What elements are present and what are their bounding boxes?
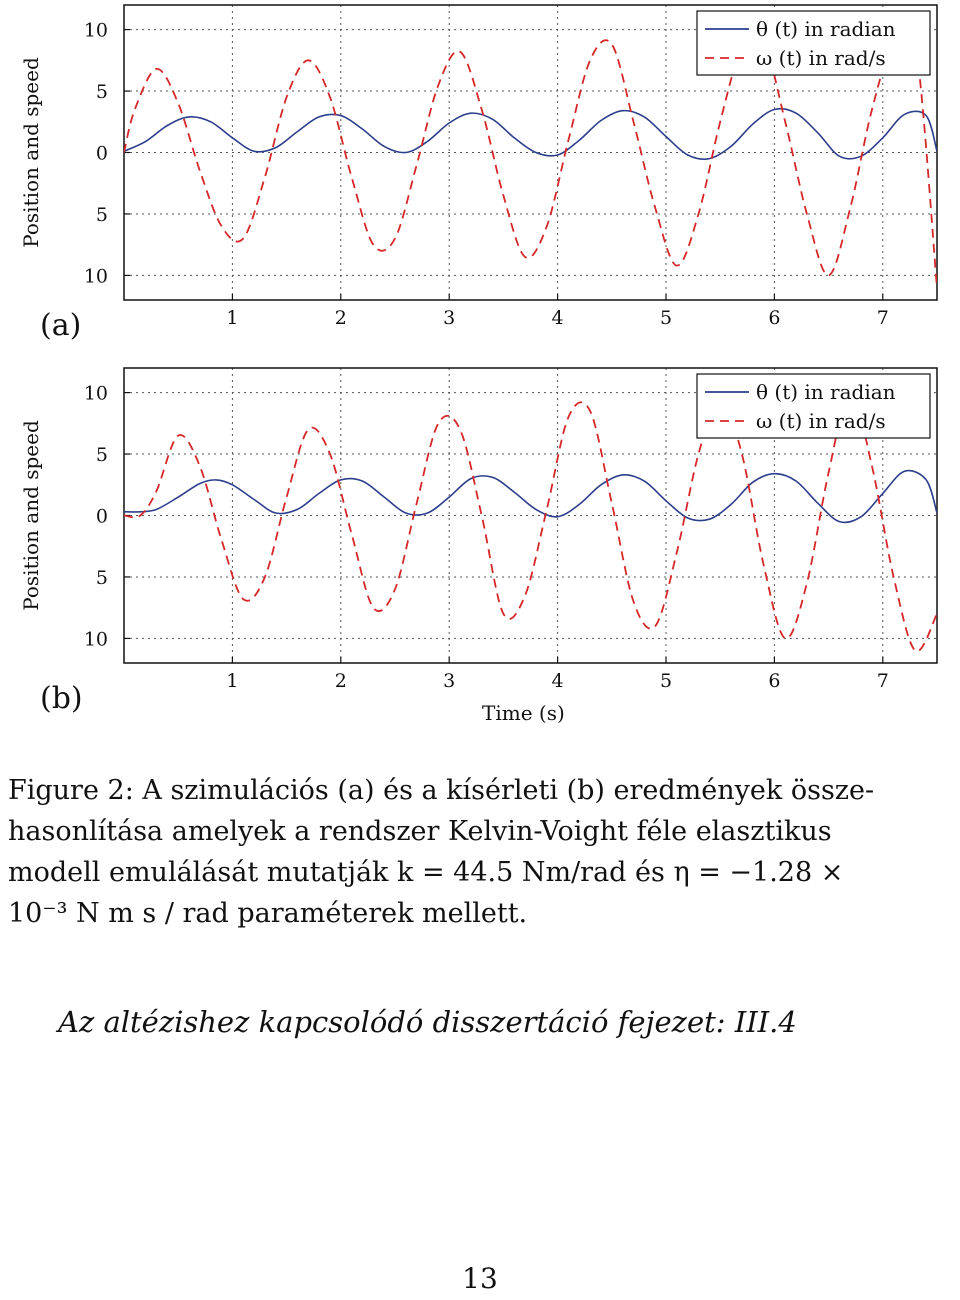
legend-box <box>696 10 931 76</box>
x-tick-label: 1 <box>226 307 238 329</box>
x-tick-label: 6 <box>768 307 780 329</box>
y-axis-label: Position and speed <box>19 57 43 248</box>
caption-line: Figure 2: A szimulációs (a) és a kísérle… <box>8 775 875 806</box>
caption-line: 10⁻³ N m s / rad paraméterek mellett. <box>8 898 528 929</box>
x-tick-label: 7 <box>877 307 889 329</box>
caption-line: hasonlítása amelyek a rendszer Kelvin-Vo… <box>8 816 832 847</box>
legend-box <box>696 373 931 439</box>
y-tick-label: 10 <box>84 628 108 650</box>
legend-entry-text: ω (t) in rad/s <box>756 46 886 70</box>
chart-panel-a: 1 2 3 4 5 6 7 10 5 0 5 10 Position and speed θ (t) in… <box>0 0 960 350</box>
panel-label-a: (a) <box>40 308 82 343</box>
x-tick-label: 4 <box>552 670 564 692</box>
panel-label-b: (b) <box>40 681 83 716</box>
figure-caption: Figure 2: A szimulációs (a) és a kísérle… <box>8 770 953 934</box>
page-number: 13 <box>462 1262 498 1295</box>
y-tick-label: 10 <box>84 20 108 42</box>
x-tick-label: 1 <box>226 670 238 692</box>
chart-a-svg: 1 2 3 4 5 6 7 10 5 0 5 10 Position and speed θ (t) in… <box>19 4 938 329</box>
y-tick-label: 10 <box>84 383 108 405</box>
chart-b-svg: 1 2 3 4 5 6 7 10 5 0 5 10 Position and speed θ (t) in… <box>19 367 938 692</box>
caption-line: modell emulálását mutatják k = 44.5 Nm/r… <box>8 857 844 888</box>
subthesis-reference: Az altézishez kapcsolódó disszertáció fe… <box>58 1005 797 1039</box>
x-tick-label: 5 <box>660 307 672 329</box>
legend-entry-text: θ (t) in radian <box>756 380 896 404</box>
x-tick-label: 3 <box>443 670 455 692</box>
x-tick-label: 2 <box>335 670 347 692</box>
theta-series-line <box>124 107 937 160</box>
legend-entry-text: ω (t) in rad/s <box>756 409 886 433</box>
omega-series-line <box>124 391 937 653</box>
x-tick-label: 5 <box>660 670 672 692</box>
theta-series-line <box>124 469 937 524</box>
x-tick-label: 2 <box>335 307 347 329</box>
y-tick-label: 5 <box>96 567 108 589</box>
y-tick-label: 5 <box>96 444 108 466</box>
x-tick-label: 4 <box>552 307 564 329</box>
y-tick-label: 0 <box>96 143 108 165</box>
y-tick-label: 10 <box>84 265 108 287</box>
y-axis-label: Position and speed <box>19 420 43 611</box>
x-tick-label: 7 <box>877 670 889 692</box>
y-tick-label: 0 <box>96 506 108 528</box>
y-tick-label: 5 <box>96 204 108 226</box>
legend-entry-text: θ (t) in radian <box>756 17 896 41</box>
y-tick-label: 5 <box>96 81 108 103</box>
chart-panel-b: 1 2 3 4 5 6 7 10 5 0 5 10 Position and speed θ (t) in… <box>0 363 960 743</box>
omega-series-line <box>124 20 937 288</box>
x-tick-label: 6 <box>768 670 780 692</box>
x-axis-label-b: Time (s) <box>482 701 565 725</box>
x-tick-label: 3 <box>443 307 455 329</box>
